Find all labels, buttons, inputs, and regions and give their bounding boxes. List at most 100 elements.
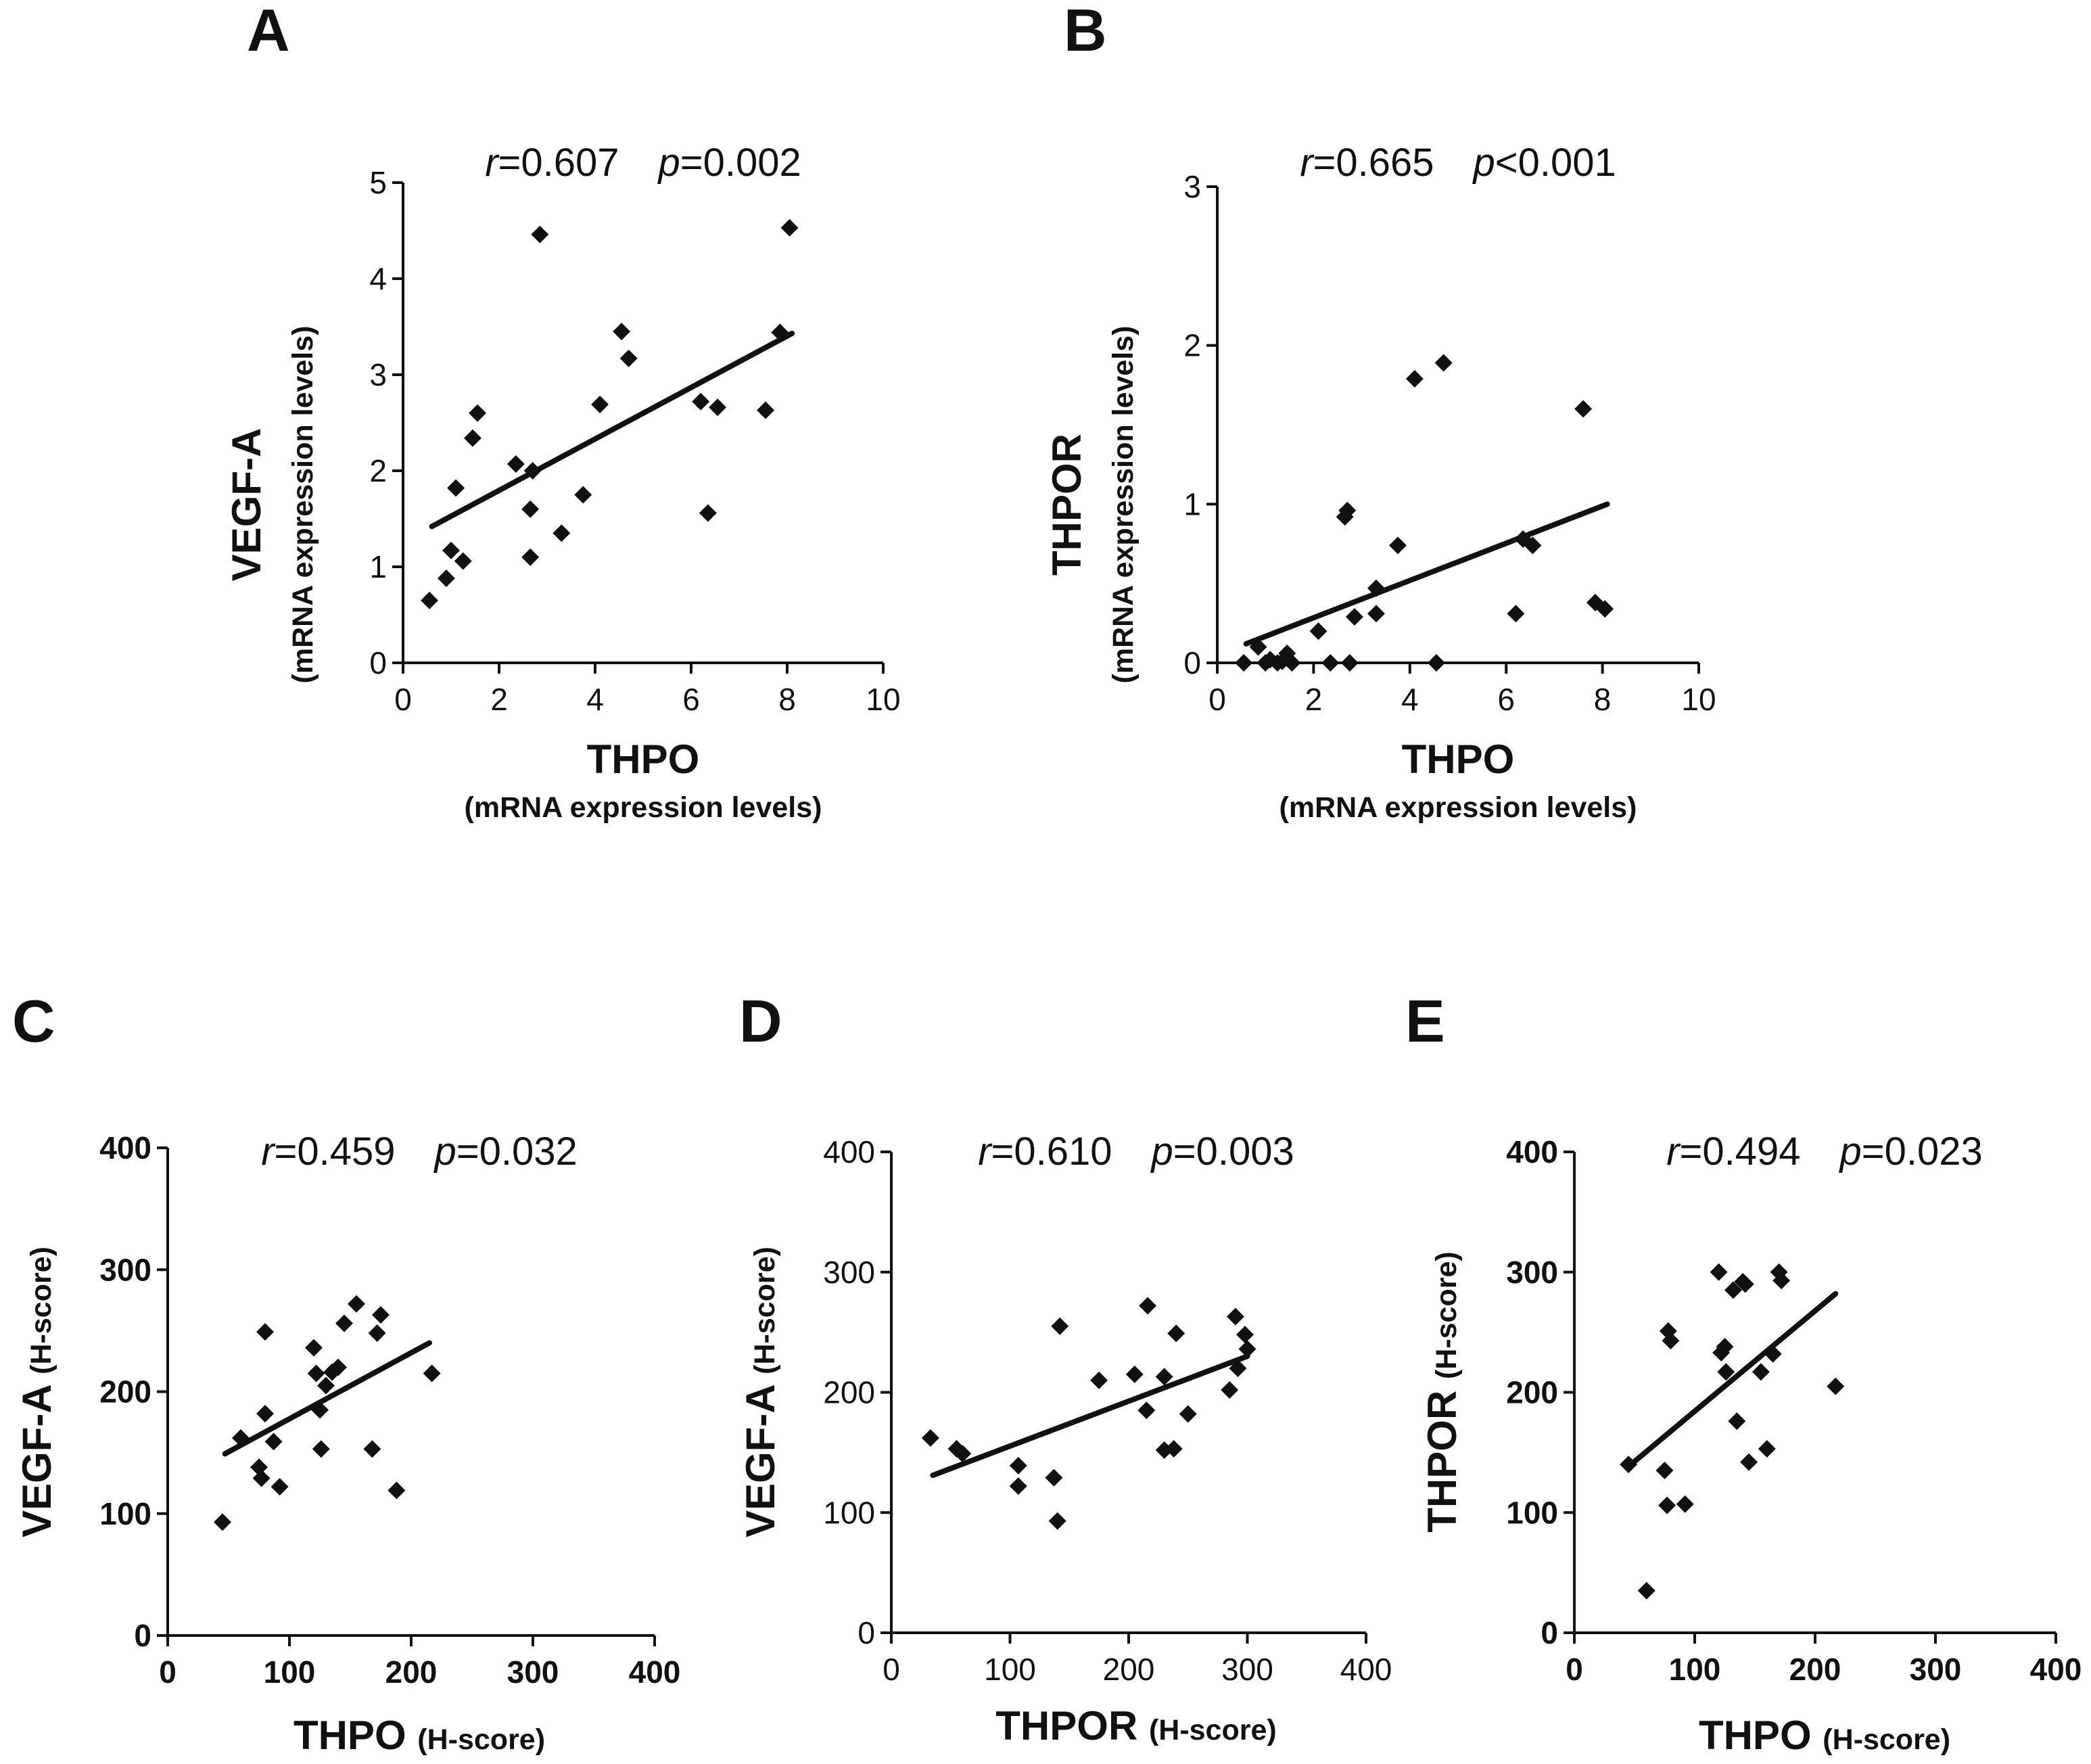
x-tick-label: 6 <box>682 682 700 717</box>
data-point <box>1758 1440 1776 1458</box>
stat-r-value: =0.665 <box>1313 141 1474 185</box>
scatter-panel-c: C 0 100 200 300 400 0 100 200 300 400 r=0.459 p=0.0… <box>12 988 680 1758</box>
y-axis-title: VEGF-A <box>224 428 269 582</box>
x-tick-label: 100 <box>984 1652 1036 1687</box>
y-tick-label: 0 <box>134 1618 151 1653</box>
stat-r-label: r <box>1300 141 1315 185</box>
data-point <box>1596 600 1614 618</box>
data-point <box>252 1469 271 1487</box>
x-tick-label: 100 <box>1669 1652 1721 1687</box>
x-axis-title-main: THPOR <box>995 1703 1149 1748</box>
y-tick-label: 3 <box>369 357 387 392</box>
data-point <box>329 1358 347 1376</box>
data-point <box>442 541 460 559</box>
data-point <box>1764 1345 1782 1363</box>
y-tick-label: 3 <box>1183 169 1201 204</box>
panel-letter-a: A <box>247 0 290 64</box>
stat-r-value: =0.610 <box>991 1130 1152 1174</box>
x-axis-title-sub: (H-score) <box>417 1723 545 1756</box>
y-axis-title-sub: (H-score) <box>749 1247 781 1374</box>
y-tick-label: 5 <box>369 165 387 200</box>
data-point <box>1710 1263 1728 1281</box>
stat-p-label: p <box>1150 1130 1173 1174</box>
stat-p-value: =0.032 <box>456 1130 578 1174</box>
x-tick-label: 2 <box>1305 682 1323 717</box>
scatter-panel-b: B 0 2 4 6 8 10 0 1 2 3 r=0.665 p<0.001 THPO (mRNA exp… <box>1044 0 1716 824</box>
scatter-panel-e: E 0 100 200 300 400 0 100 200 300 400 r=0.494 p=0.0… <box>1405 988 2082 1758</box>
data-point <box>387 1481 406 1500</box>
data-point <box>1137 1401 1156 1420</box>
data-point <box>1179 1405 1197 1423</box>
data-point <box>363 1440 381 1458</box>
y-axis-title: THPOR <box>1044 434 1089 576</box>
y-axis-title: VEGF-A (H-score) <box>14 1247 60 1537</box>
y-tick-label: 4 <box>369 261 387 296</box>
x-axis-subtitle: (mRNA expression levels) <box>465 791 822 824</box>
x-tick-label: 10 <box>1681 682 1716 717</box>
scatter-panel-a: A 0 2 4 6 8 10 0 1 2 3 4 5 r=0.607 p=0.002 THPO (mRNA e… <box>224 0 901 824</box>
data-point <box>469 404 487 422</box>
trend-line <box>930 1353 1250 1479</box>
data-point <box>692 392 710 411</box>
x-tick-label: 400 <box>2030 1652 2082 1687</box>
x-tick-label: 8 <box>778 682 796 717</box>
x-axis-title: THPOR (H-score) <box>995 1703 1276 1748</box>
x-tick-label: 4 <box>586 682 604 717</box>
data-point <box>521 548 540 566</box>
x-tick-label: 0 <box>883 1652 900 1687</box>
x-axis-title-main: THPO <box>1699 1713 1823 1758</box>
y-tick-label: 400 <box>99 1130 151 1165</box>
data-point <box>1090 1371 1108 1389</box>
y-axis-title: THPOR (H-score) <box>1419 1251 1465 1532</box>
data-point <box>372 1305 390 1324</box>
x-tick-label: 100 <box>264 1654 316 1690</box>
x-tick-label: 300 <box>1221 1652 1273 1687</box>
data-point <box>311 1401 329 1419</box>
data-point <box>1338 501 1357 519</box>
data-point <box>1620 1456 1638 1474</box>
data-point <box>437 570 455 588</box>
y-tick-label: 400 <box>1506 1134 1558 1169</box>
data-point <box>1236 1326 1254 1344</box>
data-point <box>507 455 525 473</box>
x-axis-subtitle: (mRNA expression levels) <box>1279 791 1637 824</box>
stat-p-value: =0.003 <box>1173 1130 1294 1174</box>
data-point <box>531 225 549 243</box>
data-point <box>1221 1380 1239 1399</box>
stat-annotation: r=0.665 p<0.001 <box>1300 141 1616 185</box>
x-tick-label: 0 <box>159 1654 177 1690</box>
y-tick-label: 300 <box>1506 1255 1558 1290</box>
data-point <box>1367 579 1385 597</box>
data-point <box>1367 605 1385 623</box>
data-point <box>423 1364 441 1383</box>
x-tick-label: 300 <box>507 1654 559 1690</box>
x-tick-label: 8 <box>1594 682 1612 717</box>
stat-annotation: r=0.494 p=0.023 <box>1666 1130 1983 1174</box>
data-point <box>348 1295 365 1313</box>
x-tick-label: 400 <box>1340 1652 1392 1687</box>
x-tick-label: 4 <box>1401 682 1419 717</box>
y-tick-label: 2 <box>1183 328 1201 363</box>
panel-letter-d: D <box>739 988 782 1054</box>
stat-r-value: =0.494 <box>1680 1130 1840 1174</box>
stat-p-label: p <box>657 141 680 185</box>
data-point <box>757 401 775 419</box>
x-tick-label: 0 <box>394 682 412 717</box>
stat-p-label: p <box>1839 1130 1862 1174</box>
data-point <box>553 524 571 542</box>
data-point <box>1229 1359 1247 1377</box>
stat-annotation: r=0.610 p=0.003 <box>978 1130 1294 1174</box>
data-point <box>1662 1332 1680 1350</box>
y-tick-label: 1 <box>369 549 387 584</box>
x-axis-title: THPO <box>1402 737 1515 782</box>
data-point <box>1637 1581 1655 1600</box>
data-point <box>264 1433 283 1451</box>
y-tick-label: 200 <box>823 1375 875 1410</box>
data-point <box>368 1324 386 1342</box>
data-point <box>1658 1496 1676 1514</box>
data-point <box>1655 1462 1674 1480</box>
data-point <box>1427 654 1445 672</box>
x-tick-label: 6 <box>1497 682 1515 717</box>
data-point <box>1321 654 1340 672</box>
